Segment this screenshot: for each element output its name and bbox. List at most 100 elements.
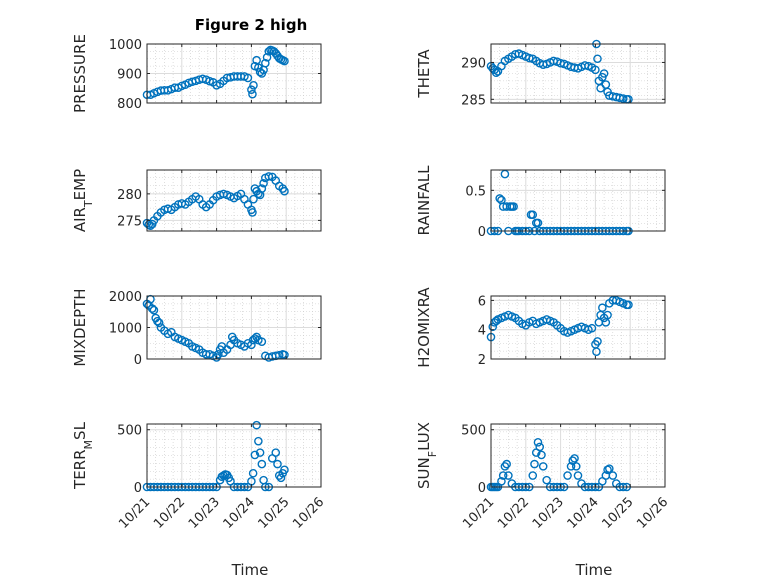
data-point (276, 473, 286, 483)
y-axis-label-part: SUN (415, 457, 433, 489)
data-point (257, 184, 267, 193)
data-point (247, 85, 256, 95)
subplot-air: 275 280 AIRTEMP (71, 169, 322, 232)
y-tick-label: 290 (461, 56, 486, 71)
y-axis-label: AIRTEMP (71, 169, 95, 232)
data-point (273, 459, 282, 469)
y-tick-label: 500 (117, 424, 142, 439)
y-tick-label: 285 (461, 93, 486, 108)
data-point (538, 462, 548, 471)
axes-box (146, 169, 322, 232)
x-axis-label: Time (231, 561, 269, 579)
y-tick-label: 280 (117, 188, 142, 203)
y-tick-label: 0 (134, 481, 142, 496)
axes-box (490, 295, 666, 360)
data-point (537, 450, 546, 460)
y-axis-label: SUNFLUX (415, 422, 439, 489)
y-axis-label-part: H2OMIXRA (415, 287, 433, 368)
y-axis-label-part: EMP (71, 169, 89, 200)
y-tick-label: 500 (461, 424, 486, 439)
y-axis-label-part: MIXDEPTH (71, 288, 89, 366)
y-tick-label: 4 (478, 324, 486, 339)
data-point (504, 471, 513, 480)
data-point (524, 53, 534, 63)
data-point (147, 304, 157, 313)
data-point (280, 56, 289, 66)
axes-box (490, 423, 666, 488)
y-axis-label-subscript: F (426, 451, 439, 457)
subplot-rainfall: 0 0.5 RAINFALL (415, 165, 666, 240)
data-point (533, 438, 543, 447)
data-point (605, 464, 614, 473)
data-point (603, 465, 612, 475)
data-point (280, 465, 289, 475)
data-point (509, 202, 518, 211)
data-point (571, 462, 581, 471)
y-axis-label-part: LUX (415, 422, 433, 451)
y-tick-label: 0 (478, 225, 486, 240)
y-axis-label: THETA (415, 49, 433, 99)
data-point (250, 450, 260, 460)
subplot-pressure: 800 900 1000 PRESSURE (71, 34, 322, 113)
data-point (153, 316, 162, 326)
data-point (257, 459, 267, 469)
axes-box (490, 43, 666, 104)
data-point (563, 471, 572, 480)
data-point (570, 454, 579, 463)
subplot-h2omixra: 2 4 6 H2OMIXRA (415, 287, 666, 368)
y-axis-label-part: RAINFALL (415, 165, 433, 236)
y-axis-label-part: AIR (71, 207, 89, 232)
data-point (495, 194, 505, 203)
data-point (608, 471, 618, 480)
x-axis-label: Time (575, 561, 613, 579)
data-point (248, 208, 257, 217)
data-point (535, 442, 545, 452)
data-point (533, 218, 543, 228)
y-tick-label: 1000 (109, 322, 142, 337)
data-point (243, 73, 253, 83)
data-point (149, 305, 159, 315)
y-tick-label: 0.5 (465, 184, 486, 199)
y-axis-label: PRESSURE (71, 34, 89, 113)
y-tick-label: 2000 (109, 290, 142, 305)
data-point (500, 462, 510, 471)
data-point (248, 89, 257, 99)
data-point (271, 448, 281, 457)
data-point (219, 471, 228, 480)
data-point (248, 468, 258, 478)
data-point (599, 69, 609, 78)
data-point (264, 172, 274, 181)
subplot-theta: 285 290 THETA (415, 39, 666, 108)
data-point (624, 300, 633, 310)
y-axis-label: MIXDEPTH (71, 288, 89, 366)
y-axis-label-part: SL (71, 421, 89, 440)
y-axis-label-part: TERR (71, 449, 89, 490)
data-point (261, 58, 270, 68)
y-axis-label: RAINFALL (415, 165, 433, 236)
data-point (249, 81, 258, 90)
y-axis-label-part: PRESSURE (71, 34, 89, 113)
y-axis-label-subscript: T (82, 200, 95, 208)
figure-title: Figure 2 high (195, 16, 308, 34)
data-point (498, 471, 508, 480)
y-axis-label: H2OMIXRA (415, 287, 433, 368)
data-point (254, 436, 263, 446)
axes-box (146, 423, 322, 488)
data-point (592, 347, 601, 356)
data-point (618, 94, 628, 103)
data-point (528, 471, 538, 480)
data-point (566, 462, 576, 471)
data-point (259, 178, 268, 188)
y-tick-label: 900 (117, 68, 142, 83)
data-point (257, 337, 267, 346)
data-point (502, 459, 511, 469)
y-axis-label-part: THETA (415, 49, 433, 99)
data-point (528, 210, 538, 220)
y-tick-label: 0 (134, 353, 142, 368)
axes-box (490, 169, 666, 232)
data-point (154, 318, 164, 328)
y-tick-label: 275 (117, 214, 142, 229)
data-point (247, 340, 256, 350)
